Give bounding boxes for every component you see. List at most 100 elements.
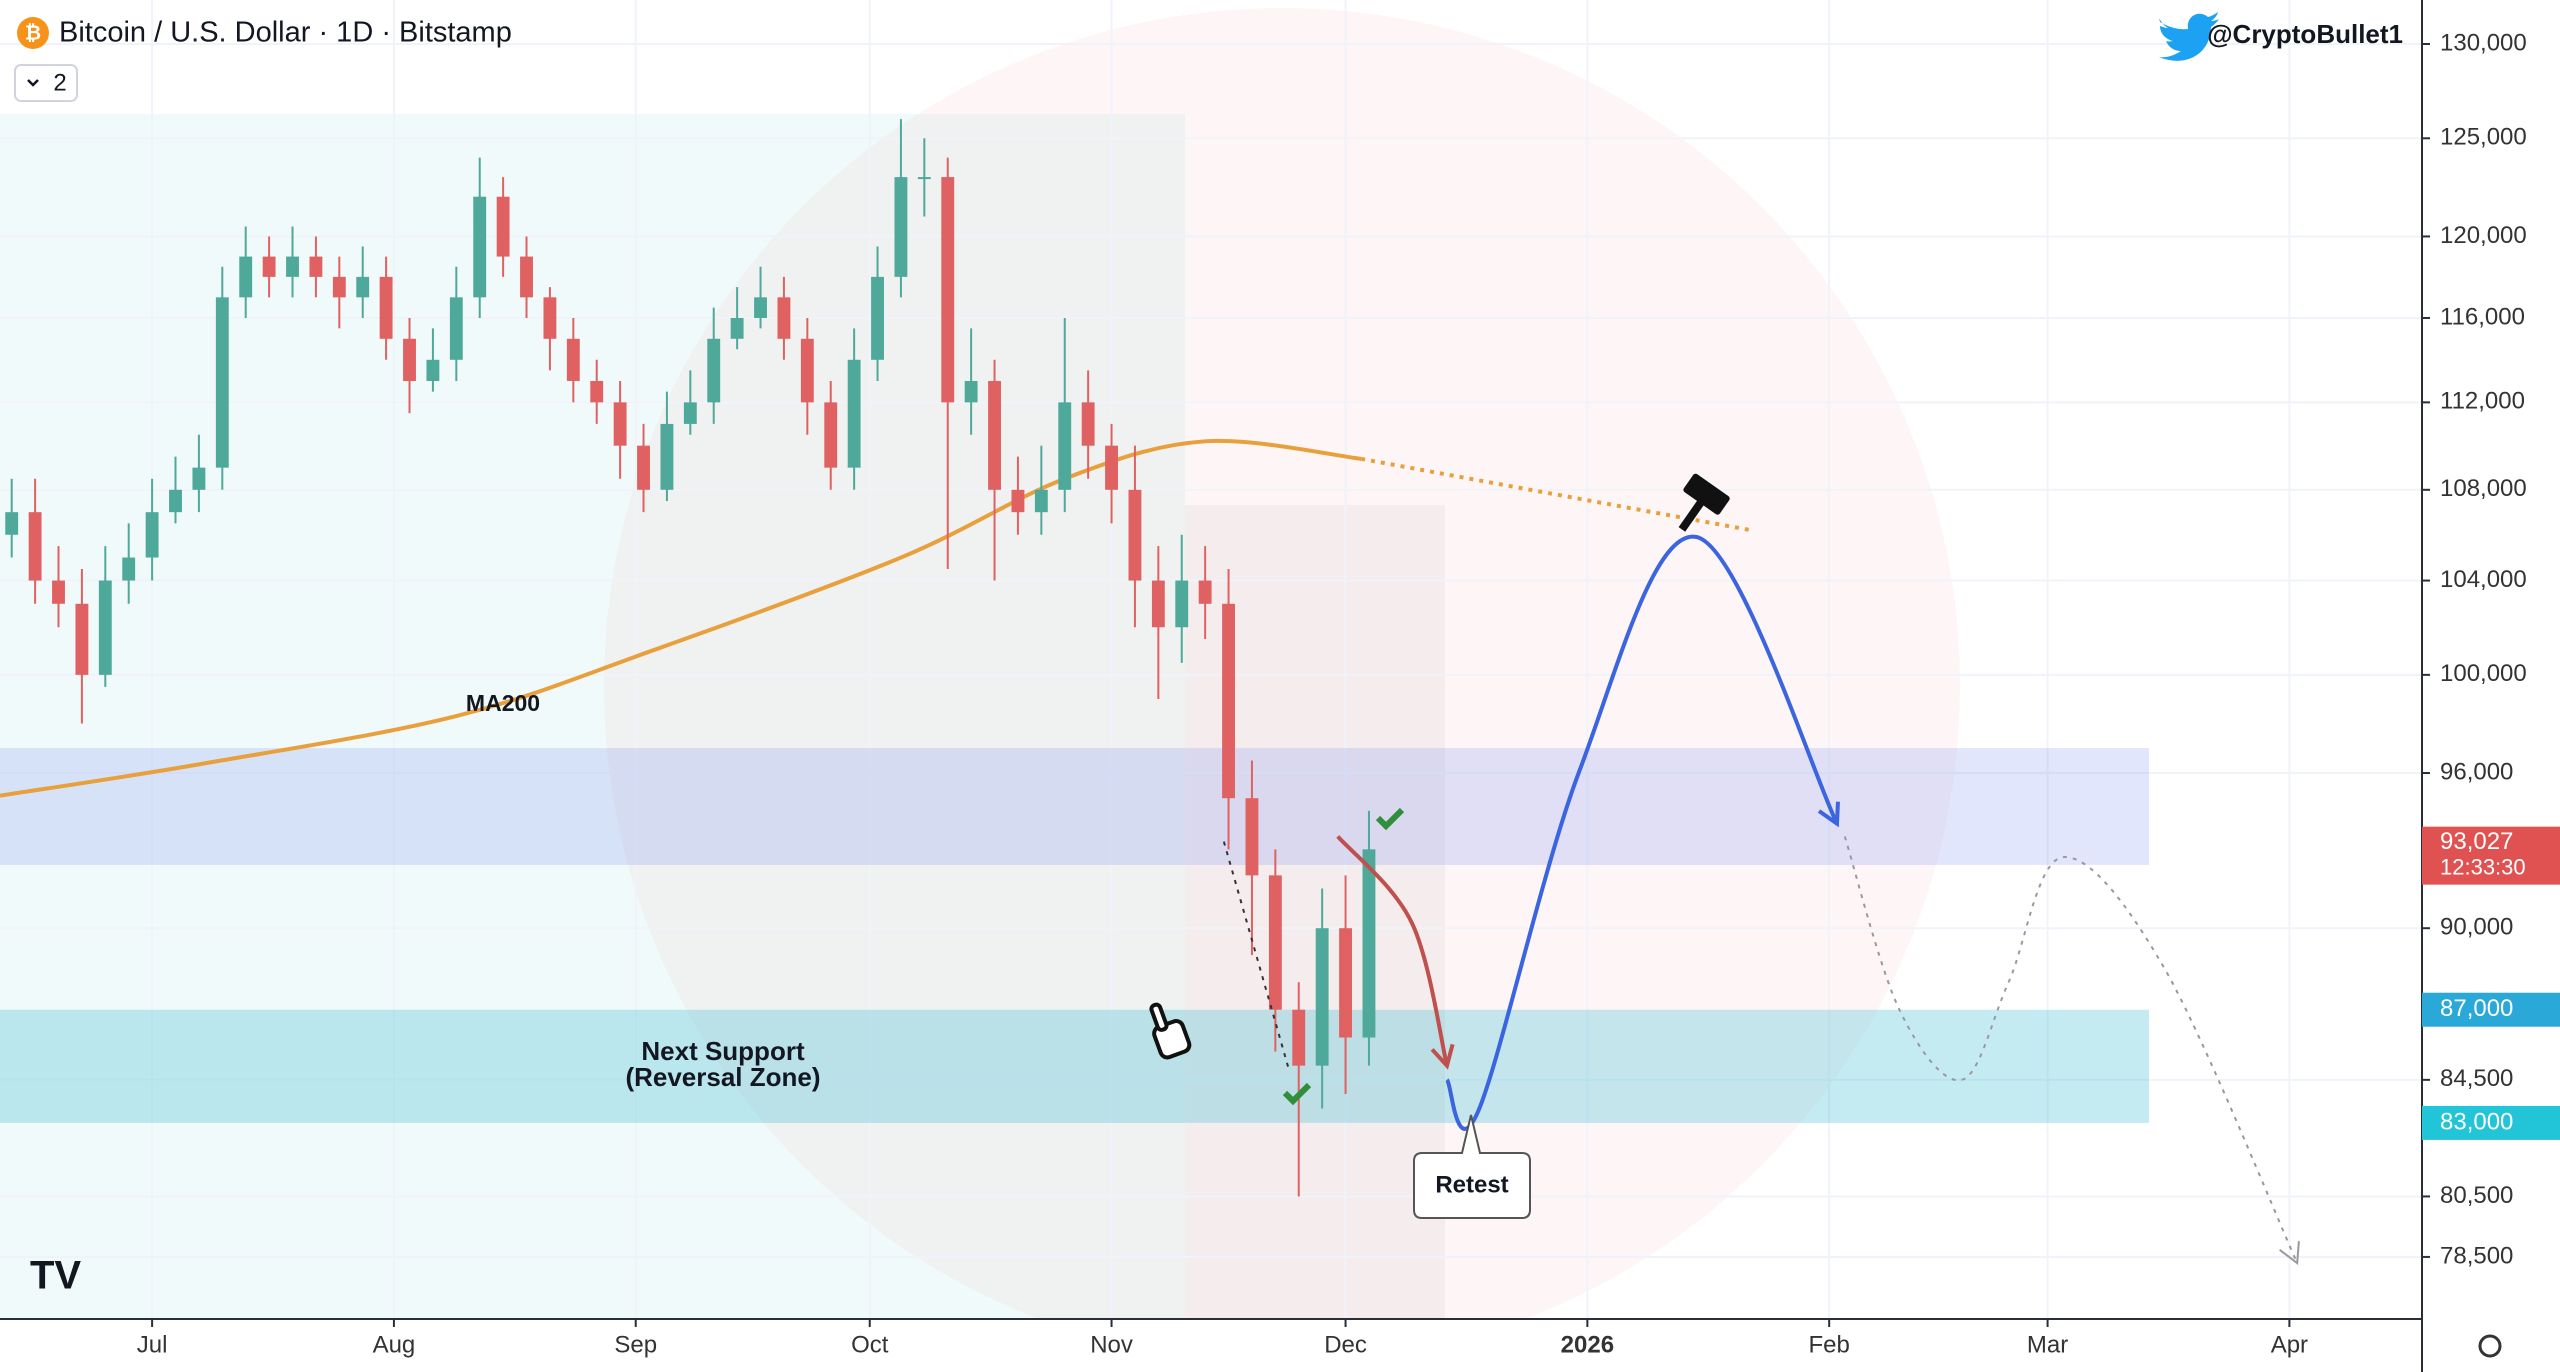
price-tag [2422,992,2560,1027]
price-tag [2422,1105,2560,1140]
candle-body [1175,580,1189,628]
candle-body [215,297,229,468]
arrow-head [1817,801,1840,828]
twitter-icon [2159,12,2219,61]
candle-body [379,276,393,339]
y-tick-label: 125,000 [2440,124,2527,151]
candle-body [98,580,112,675]
axes: 130,000 125,000 120,000 116,000 112,000 108,0… [137,29,2560,1358]
candle-body [356,276,370,298]
zones: Next Support(Reversal Zone) [0,748,2149,1123]
candle-body [1105,445,1118,490]
candle-body [800,338,814,403]
zone-label: (Reversal Zone) [625,1062,820,1092]
projection [1445,534,1839,1131]
candle-body [917,177,931,180]
candle-body [239,256,253,298]
y-tick-label: 80,500 [2440,1182,2513,1209]
last-price-label: 93,027 [2440,828,2513,855]
candle-body [403,338,416,381]
last-price-tag [2422,826,2560,885]
chevron-icon [27,79,39,87]
candle-body [1081,402,1095,446]
tradingview-logo: TV [30,1254,81,1298]
y-tick-label: 108,000 [2440,475,2527,502]
candle-body [169,489,182,513]
y-tick-label: 78,500 [2440,1242,2513,1269]
ma-label: MA200 [466,690,540,716]
candle-body [309,256,323,277]
hand-icon [1149,1002,1192,1060]
x-tick-label: Apr [2271,1331,2308,1358]
candle-body [543,297,557,339]
candle-body [52,580,65,604]
candle-body [426,359,440,381]
x-tick-label: Dec [1324,1331,1367,1358]
candle-body [637,445,650,490]
watermark [604,8,1960,1364]
candle-body [1128,489,1142,581]
candle-body [1268,875,1282,1010]
zone [0,1009,2149,1123]
indicator-toggle[interactable] [14,64,78,102]
candle-body [145,512,159,558]
candle-body [777,297,791,339]
candle-body [122,557,136,581]
y-tick-label: 100,000 [2440,660,2527,687]
candle-body [75,603,89,675]
price-tag-label: 83,000 [2440,1108,2513,1135]
hammer-icon [1678,473,1730,532]
zone [0,748,2149,865]
time-axis-panel [0,1319,2422,1372]
annotation-box [1413,1114,1531,1219]
candle-body [660,423,674,490]
candle-body [520,256,533,298]
y-tick-label: 104,000 [2440,566,2527,593]
candle-body [730,317,744,339]
candle-body [871,276,884,360]
check-icon [1375,807,1405,831]
candle-body [754,297,767,318]
candle-body [894,177,908,277]
btc-logo-text: ₿ [25,22,41,44]
candle-body [613,402,627,446]
y-tick-label: 84,500 [2440,1065,2513,1092]
y-tick-label: 116,000 [2440,303,2525,330]
chart-title: Bitcoin / U.S. Dollar · 1D · Bitstamp [59,17,512,49]
y-tick-label: 90,000 [2440,914,2513,941]
x-tick-label: Sep [614,1331,657,1358]
candle-body [1034,489,1048,513]
y-tick-label: 130,000 [2440,29,2527,56]
candle-body [449,297,463,360]
x-tick-label: Nov [1090,1331,1133,1358]
arrow-head [2279,1241,2300,1265]
x-tick-label: Aug [373,1331,416,1358]
candle-body [1222,603,1235,799]
candle-body [988,380,1001,490]
ma-line [0,438,1362,798]
countdown: 12:33:30 [2440,854,2526,879]
candle-body [192,467,206,490]
candle-body [1198,580,1212,604]
annotation: Retest [1435,1171,1508,1198]
candle-body [1292,1009,1306,1066]
settings-icon[interactable] [2478,1334,2502,1358]
candle-body [1339,928,1352,1038]
candle-body [1362,849,1376,1038]
candle-body [286,256,299,277]
plot: MA200 Retest [0,119,2300,1265]
indicator-count[interactable]: 2 [53,69,66,96]
y-tick-label: 96,000 [2440,758,2513,785]
candle-body [847,359,861,468]
x-tick-label: Mar [2027,1331,2068,1358]
x-tick-label: Feb [1808,1331,1849,1358]
projection [1843,836,2299,1264]
period-shade [0,114,1185,1319]
candle-body [28,512,42,581]
projection [1336,835,1449,1067]
candle-body [590,380,604,403]
candle-body [964,380,978,403]
x-tick-label: Oct [851,1331,889,1358]
